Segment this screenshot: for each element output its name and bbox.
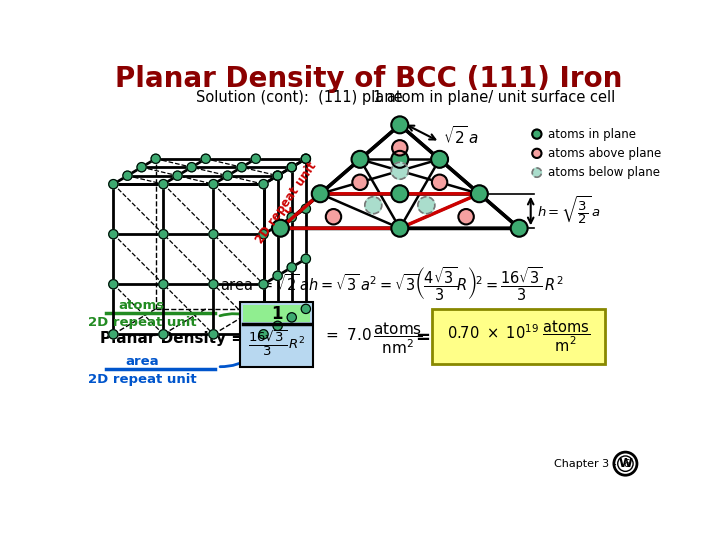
Circle shape (325, 209, 341, 225)
Text: Chapter 3 -  6: Chapter 3 - 6 (554, 458, 631, 469)
Circle shape (392, 163, 408, 179)
Circle shape (287, 262, 297, 272)
Circle shape (287, 163, 297, 172)
Text: $0.70\ \times\ 10^{19}\ \dfrac{\mathrm{atoms}}{\mathrm{m}^2}$: $0.70\ \times\ 10^{19}\ \dfrac{\mathrm{a… (446, 319, 590, 354)
Circle shape (392, 151, 408, 168)
Circle shape (351, 151, 369, 168)
Circle shape (287, 213, 297, 222)
Circle shape (532, 168, 541, 177)
Circle shape (273, 321, 282, 330)
Text: Planar Density =: Planar Density = (99, 330, 243, 346)
Text: atoms above plane: atoms above plane (548, 147, 661, 160)
Text: atoms in plane: atoms in plane (548, 127, 636, 140)
Text: $\dfrac{16\sqrt{3}}{3}\,R^2$: $\dfrac{16\sqrt{3}}{3}\,R^2$ (248, 328, 305, 359)
Circle shape (209, 330, 218, 339)
Text: 2D repeat unit: 2D repeat unit (88, 373, 196, 386)
Circle shape (209, 280, 218, 289)
Circle shape (418, 197, 435, 214)
Circle shape (159, 179, 168, 189)
Text: Solution (cont):  (111) plane: Solution (cont): (111) plane (196, 90, 402, 105)
Text: atoms below plane: atoms below plane (548, 166, 660, 179)
Text: $= \ 7.0\,\dfrac{\mathrm{atoms}}{\mathrm{nm}^2}$: $= \ 7.0\,\dfrac{\mathrm{atoms}}{\mathrm… (323, 320, 423, 356)
Circle shape (532, 130, 541, 139)
Circle shape (201, 154, 210, 164)
Text: 2D repeat unit: 2D repeat unit (253, 160, 320, 246)
Circle shape (123, 171, 132, 180)
Circle shape (259, 330, 268, 339)
Circle shape (159, 330, 168, 339)
Circle shape (273, 171, 282, 180)
Circle shape (187, 163, 197, 172)
Circle shape (159, 280, 168, 289)
Circle shape (301, 154, 310, 164)
Circle shape (151, 154, 161, 164)
Circle shape (459, 209, 474, 225)
Circle shape (251, 154, 261, 164)
Circle shape (431, 151, 448, 168)
Circle shape (223, 171, 232, 180)
Circle shape (237, 163, 246, 172)
Circle shape (471, 185, 488, 202)
Circle shape (392, 185, 408, 202)
Circle shape (259, 179, 268, 189)
Text: W: W (618, 457, 632, 470)
Text: 1: 1 (271, 305, 282, 322)
Circle shape (287, 313, 297, 322)
Text: Planar Density of BCC (111) Iron: Planar Density of BCC (111) Iron (115, 65, 623, 93)
Circle shape (137, 163, 146, 172)
FancyBboxPatch shape (240, 302, 312, 367)
Circle shape (159, 230, 168, 239)
Circle shape (532, 148, 541, 158)
Circle shape (259, 230, 268, 239)
Circle shape (301, 304, 310, 314)
Circle shape (392, 117, 408, 133)
Circle shape (301, 154, 310, 164)
Circle shape (312, 185, 329, 202)
Circle shape (392, 140, 408, 156)
Circle shape (432, 174, 447, 190)
FancyBboxPatch shape (432, 309, 605, 363)
Circle shape (109, 330, 118, 339)
Circle shape (209, 230, 218, 239)
Text: 2D repeat unit: 2D repeat unit (88, 316, 196, 329)
Circle shape (510, 220, 528, 237)
Circle shape (109, 230, 118, 239)
Circle shape (301, 254, 310, 264)
Circle shape (259, 280, 268, 289)
Circle shape (272, 220, 289, 237)
Circle shape (365, 197, 382, 214)
Text: 1 atom in plane/ unit surface cell: 1 atom in plane/ unit surface cell (373, 90, 615, 105)
Circle shape (273, 271, 282, 280)
Text: $h=\sqrt{\dfrac{3}{2}}\,a$: $h=\sqrt{\dfrac{3}{2}}\,a$ (537, 195, 601, 227)
Circle shape (287, 163, 297, 172)
Text: =: = (415, 329, 431, 347)
Circle shape (273, 171, 282, 180)
Text: atoms: atoms (119, 299, 165, 312)
Circle shape (109, 280, 118, 289)
Circle shape (173, 171, 182, 180)
Text: area: area (125, 355, 158, 368)
Circle shape (301, 204, 310, 213)
Text: $\sqrt{2}\,a$: $\sqrt{2}\,a$ (443, 125, 479, 147)
Circle shape (392, 220, 408, 237)
FancyBboxPatch shape (243, 305, 310, 322)
Circle shape (273, 221, 282, 231)
Circle shape (352, 174, 368, 190)
Circle shape (209, 179, 218, 189)
Circle shape (109, 179, 118, 189)
Text: area $=\sqrt{2}\,ah=\sqrt{3}\,a^2=\sqrt{3}\!\left(\dfrac{4\sqrt{3}}{3}R\right)^{: area $=\sqrt{2}\,ah=\sqrt{3}\,a^2=\sqrt{… (220, 266, 564, 303)
